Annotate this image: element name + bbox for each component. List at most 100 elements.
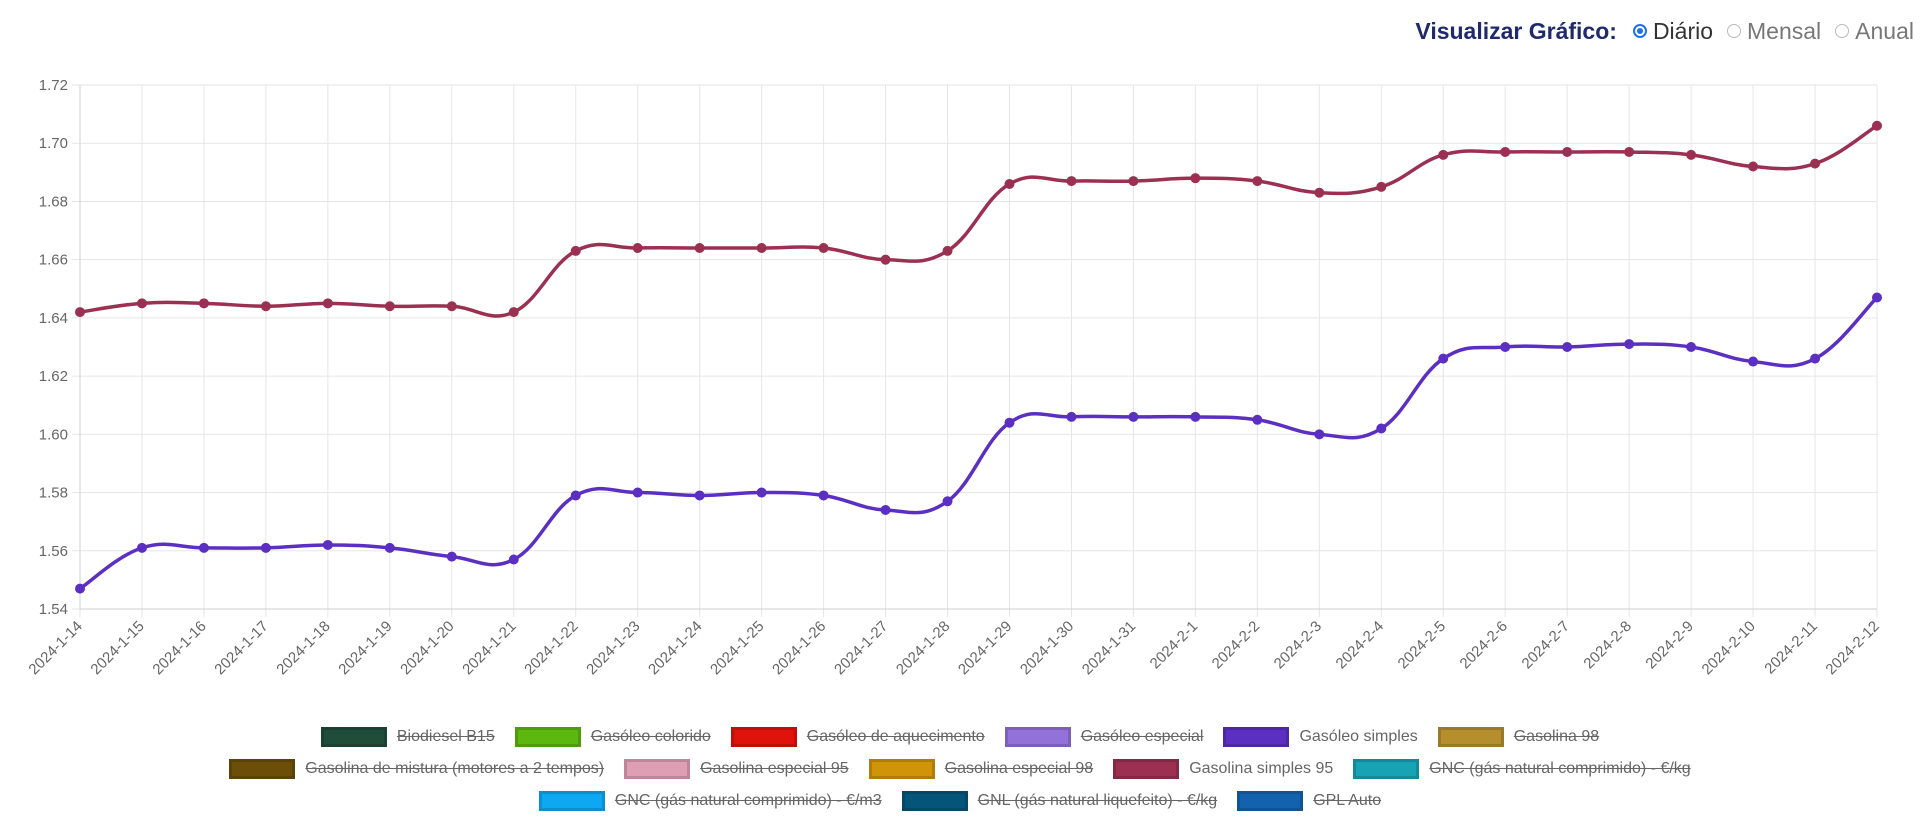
x-tick-label: 2024-1-24 [645,618,705,678]
x-tick-label: 2024-1-14 [25,618,85,678]
legend-item-gnc-gas-natural-comprimido-kg[interactable]: GNC (gás natural comprimido) - €/kg [1353,757,1691,781]
data-point-gasolina-simples-95 [818,243,829,254]
legend-item-gasolina-98[interactable]: Gasolina 98 [1437,725,1600,749]
data-point-gasolina-simples-95 [1066,176,1077,187]
data-point-gasoleo-simples [1128,411,1139,422]
y-tick-label: 1.66 [39,252,68,269]
legend-item-gasolina-especial-98[interactable]: Gasolina especial 98 [868,757,1094,781]
y-tick-label: 1.58 [39,485,68,502]
legend-item-gasoleo-especial[interactable]: Gasóleo especial [1004,725,1204,749]
data-point-gasoleo-simples [1314,429,1325,440]
x-tick-label: 2024-1-18 [273,618,333,678]
radio-mensal-circle[interactable] [1727,24,1742,38]
x-tick-label: 2024-1-20 [397,618,457,678]
series-line-gasolina-simples-95 [78,124,1879,318]
data-point-gasolina-simples-95 [1438,149,1449,160]
data-point-gasoleo-simples [198,542,209,553]
data-point-gasoleo-simples [1190,411,1201,422]
data-point-gasolina-simples-95 [322,298,333,309]
legend-label: Gasolina especial 98 [944,760,1094,777]
radio-mensal[interactable]: Mensal [1727,18,1821,45]
x-tick-label: 2024-2-7 [1519,618,1573,672]
x-tick-label: 2024-1-22 [521,618,581,678]
data-point-gasolina-simples-95 [1004,178,1015,189]
legend-item-gasolina-de-mistura-motores-a-2-tempos[interactable]: Gasolina de mistura (motores a 2 tempos) [229,757,604,781]
x-tick-label: 2024-2-4 [1333,618,1387,672]
x-tick-label: 2024-1-16 [149,618,209,678]
data-point-gasolina-simples-95 [136,298,147,309]
legend-swatch [901,791,968,811]
data-point-gasolina-simples-95 [1872,120,1882,131]
data-point-gasolina-simples-95 [1252,176,1263,187]
legend-label: Gasolina especial 95 [700,760,849,777]
radio-diario-circle[interactable] [1632,24,1647,38]
data-point-gasolina-simples-95 [942,245,953,256]
x-tick-label: 2024-1-27 [831,618,891,678]
y-tick-label: 1.68 [39,193,68,210]
chart-legend: Biodiesel B15 Gasóleo colorido Gasóleo de … [0,725,1920,813]
x-tick-label: 2024-1-25 [707,618,767,678]
data-point-gasoleo-simples [880,505,891,516]
data-point-gasolina-simples-95 [1810,158,1821,169]
legend-label: Gasóleo especial [1080,728,1204,745]
legend-swatch [868,759,935,779]
x-tick-label: 2024-1-30 [1017,618,1077,678]
data-point-gasolina-simples-95 [1624,146,1635,157]
data-point-gasolina-simples-95 [1748,161,1759,172]
data-point-gasoleo-simples [322,539,333,550]
x-tick-label: 2024-2-5 [1395,618,1449,672]
radio-anual-circle[interactable] [1835,24,1850,38]
x-tick-label: 2024-2-6 [1457,618,1511,672]
legend-label: GNC (gás natural comprimido) - €/m3 [614,792,882,809]
x-tick-label: 2024-1-29 [955,618,1015,678]
y-tick-label: 1.70 [39,135,68,152]
data-point-gasoleo-simples [632,487,643,498]
legend-swatch [1004,727,1071,747]
x-tick-label: 2024-1-21 [459,618,519,678]
legend-item-gpl-auto[interactable]: GPL Auto [1237,789,1381,813]
legend-item-gasolina-especial-95[interactable]: Gasolina especial 95 [624,757,849,781]
legend-label: Gasolina de mistura (motores a 2 tempos) [305,760,605,777]
legend-item-gnc-gas-natural-comprimido-m3[interactable]: GNC (gás natural comprimido) - €/m3 [538,789,882,813]
data-point-gasolina-simples-95 [1376,181,1387,192]
legend-item-biodiesel-b15[interactable]: Biodiesel B15 [320,725,495,749]
legend-item-gasoleo-colorido[interactable]: Gasóleo colorido [514,725,711,749]
radio-diario[interactable]: Diário [1632,18,1713,45]
x-tick-label: 2024-1-19 [335,618,395,678]
legend-label: Gasóleo simples [1299,728,1418,745]
legend-label: Biodiesel B15 [396,728,495,745]
legend-swatch [1437,727,1504,747]
data-point-gasoleo-simples [1562,342,1573,352]
legend-label: Gasolina 98 [1513,728,1600,745]
x-tick-label: 2024-2-2 [1209,618,1263,672]
legend-item-gnl-gas-natural-liquefeito-kg[interactable]: GNL (gás natural liquefeito) - €/kg [901,789,1217,813]
legend-label: Gasóleo de aquecimento [806,728,985,745]
data-point-gasoleo-simples [136,542,147,553]
legend-label: Gasolina simples 95 [1189,760,1334,777]
data-point-gasoleo-simples [1686,342,1697,352]
legend-swatch [1223,727,1290,747]
legend-swatch [1237,791,1304,811]
radio-anual[interactable]: Anual [1835,18,1914,45]
legend-item-gasoleo-simples[interactable]: Gasóleo simples [1223,725,1418,749]
legend-swatch [229,759,296,779]
y-tick-label: 1.72 [39,77,68,94]
data-point-gasoleo-simples [1252,414,1263,425]
data-point-gasoleo-simples [942,496,953,507]
data-point-gasoleo-simples [75,583,85,594]
data-point-gasoleo-simples [1376,423,1387,434]
legend-label: GNC (gás natural comprimido) - €/kg [1429,760,1691,777]
x-tick-label: 2024-1-17 [211,618,271,678]
legend-item-gasolina-simples-95[interactable]: Gasolina simples 95 [1113,757,1333,781]
line-chart: 1.54 1.56 1.58 1.60 1.62 1.64 1.66 1.68 1.70 1.72… [25,77,1882,678]
data-point-gasolina-simples-95 [880,254,891,265]
y-tick-label: 1.62 [39,368,68,385]
legend-label: GPL Auto [1313,792,1382,809]
legend-swatch [538,791,605,811]
x-tick-label: 2024-1-26 [769,618,829,678]
legend-item-gasoleo-de-aquecimento[interactable]: Gasóleo de aquecimento [730,725,985,749]
data-point-gasolina-simples-95 [260,301,271,312]
data-point-gasolina-simples-95 [384,301,395,312]
data-point-gasolina-simples-95 [1562,146,1573,157]
y-tick-label: 1.54 [39,601,68,618]
